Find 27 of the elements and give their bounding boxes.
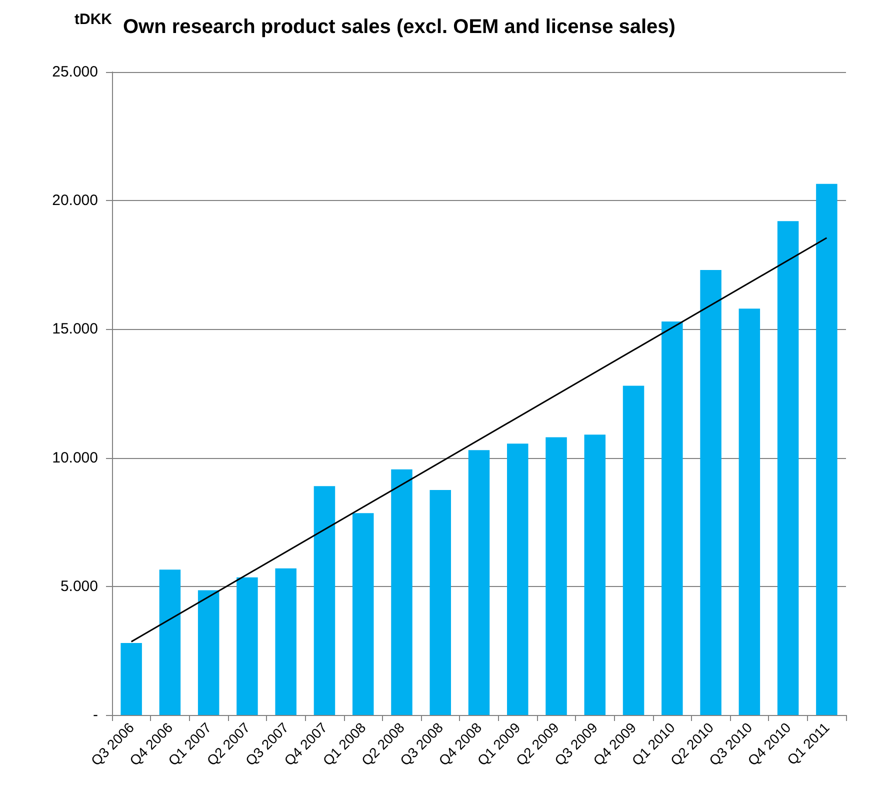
bar — [622, 386, 644, 715]
bar — [738, 308, 760, 715]
bar — [468, 450, 490, 715]
bar — [777, 221, 799, 715]
bar — [507, 444, 528, 715]
bar — [391, 469, 412, 715]
y-tick-label: 10.000 — [52, 449, 98, 466]
bar — [430, 490, 451, 715]
bar — [546, 437, 567, 715]
bar — [198, 590, 220, 715]
bar — [816, 184, 838, 715]
bar — [159, 570, 181, 715]
y-axis-title: tDKK — [74, 11, 112, 28]
bar — [584, 434, 606, 715]
y-tick-label: 25.000 — [52, 64, 98, 80]
bar — [700, 270, 722, 715]
bar — [662, 321, 683, 715]
y-tick-label: 20.000 — [52, 192, 98, 210]
chart-title: Own research product sales (excl. OEM and license sales) — [123, 16, 676, 38]
bar — [275, 568, 296, 715]
y-tick-label: - — [93, 706, 98, 724]
bar — [236, 577, 258, 715]
bar — [352, 513, 374, 715]
y-tick-label: 5.000 — [60, 578, 98, 595]
bar — [314, 486, 336, 715]
y-tick-label: 15.000 — [52, 320, 98, 338]
bar — [120, 642, 142, 715]
